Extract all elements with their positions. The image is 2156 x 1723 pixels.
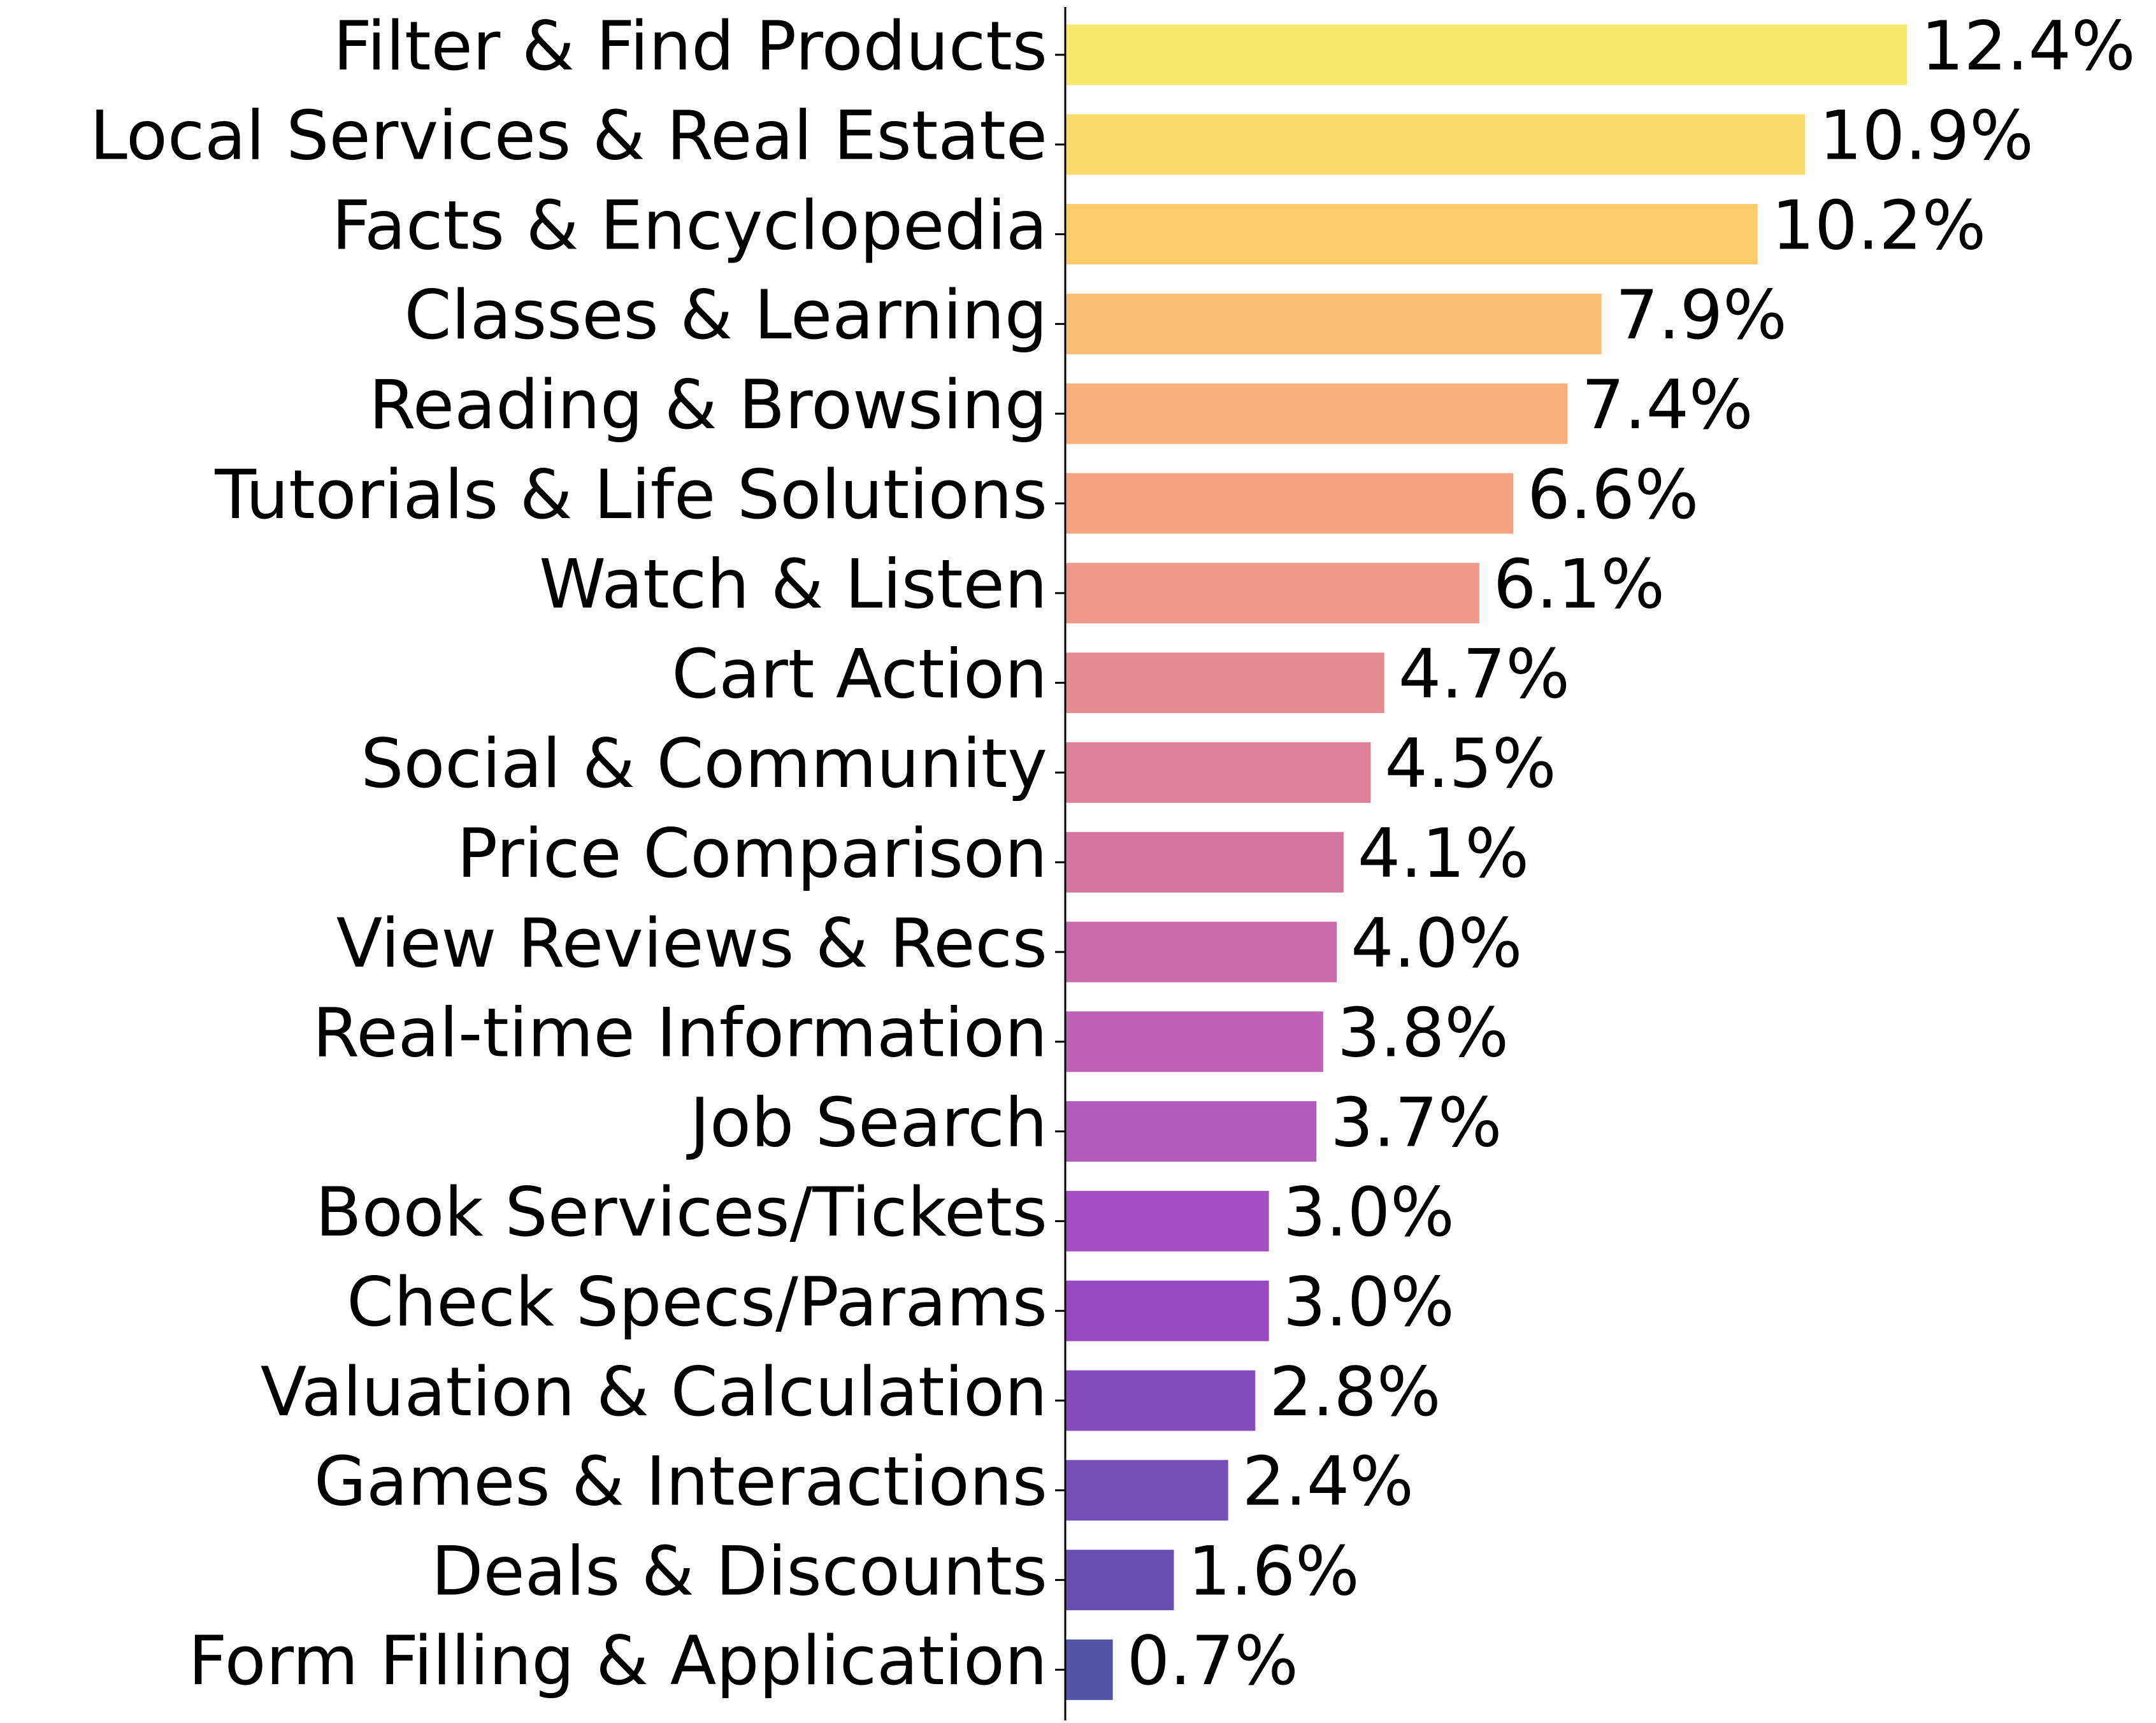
y-tick-label: Local Services & Real Estate	[90, 97, 1047, 175]
value-label: 2.4%	[1242, 1443, 1414, 1521]
bar	[1065, 1101, 1317, 1162]
y-tick-label: Games & Interactions	[314, 1443, 1047, 1521]
y-tick-label: Social & Community	[361, 725, 1047, 803]
y-tick-label: Form Filling & Application	[188, 1622, 1047, 1700]
value-label: 1.6%	[1188, 1532, 1359, 1610]
value-label: 3.0%	[1283, 1173, 1455, 1251]
y-tick-label: Facts & Encyclopedia	[332, 186, 1047, 264]
value-label: 2.8%	[1269, 1353, 1441, 1431]
bar	[1065, 1550, 1174, 1611]
bar	[1065, 1460, 1228, 1521]
y-tick-label: Tutorials & Life Solutions	[214, 456, 1047, 534]
value-label: 4.5%	[1384, 725, 1556, 803]
value-label: 12.4%	[1921, 7, 2136, 85]
y-tick-label: Book Services/Tickets	[315, 1173, 1047, 1251]
bar	[1065, 563, 1479, 624]
bar	[1065, 24, 1907, 85]
value-label: 7.9%	[1616, 276, 1787, 354]
y-tick-label: Filter & Find Products	[333, 7, 1047, 85]
y-tick-label: Watch & Listen	[539, 545, 1047, 624]
value-label: 10.2%	[1772, 186, 1987, 264]
y-tick-label: Price Comparison	[457, 814, 1047, 893]
bar	[1065, 383, 1568, 444]
bar	[1065, 114, 1806, 175]
bar	[1065, 832, 1344, 893]
bar	[1065, 652, 1384, 714]
bar	[1065, 473, 1514, 534]
value-label: 4.1%	[1358, 814, 1529, 893]
y-tick-label: Cart Action	[672, 635, 1047, 713]
y-tick-label: View Reviews & Recs	[336, 904, 1047, 983]
value-label: 6.6%	[1527, 456, 1699, 534]
bar	[1065, 742, 1371, 803]
y-tick-label: Check Specs/Params	[347, 1263, 1047, 1341]
value-label: 4.0%	[1351, 904, 1522, 983]
value-label: 4.7%	[1398, 635, 1570, 713]
value-label: 3.7%	[1330, 1083, 1502, 1162]
bar	[1065, 1280, 1269, 1341]
value-label: 7.4%	[1581, 366, 1753, 444]
y-tick-label: Deals & Discounts	[431, 1532, 1047, 1610]
value-label: 0.7%	[1127, 1622, 1298, 1700]
y-tick-label: Real-time Information	[312, 994, 1047, 1072]
y-tick-label: Job Search	[686, 1083, 1047, 1162]
bar	[1065, 1011, 1323, 1072]
bar	[1065, 204, 1758, 265]
value-label: 3.8%	[1337, 994, 1509, 1072]
bar	[1065, 1370, 1256, 1431]
bar	[1065, 921, 1337, 983]
y-tick-label: Classes & Learning	[404, 276, 1047, 354]
bar	[1065, 1190, 1269, 1251]
value-label: 6.1%	[1493, 545, 1665, 624]
value-label: 10.9%	[1819, 97, 2034, 175]
y-tick-label: Reading & Browsing	[369, 366, 1047, 444]
bar	[1065, 1639, 1113, 1700]
value-label: 3.0%	[1283, 1263, 1455, 1341]
y-tick-label: Valuation & Calculation	[261, 1353, 1047, 1431]
bar	[1065, 293, 1602, 354]
